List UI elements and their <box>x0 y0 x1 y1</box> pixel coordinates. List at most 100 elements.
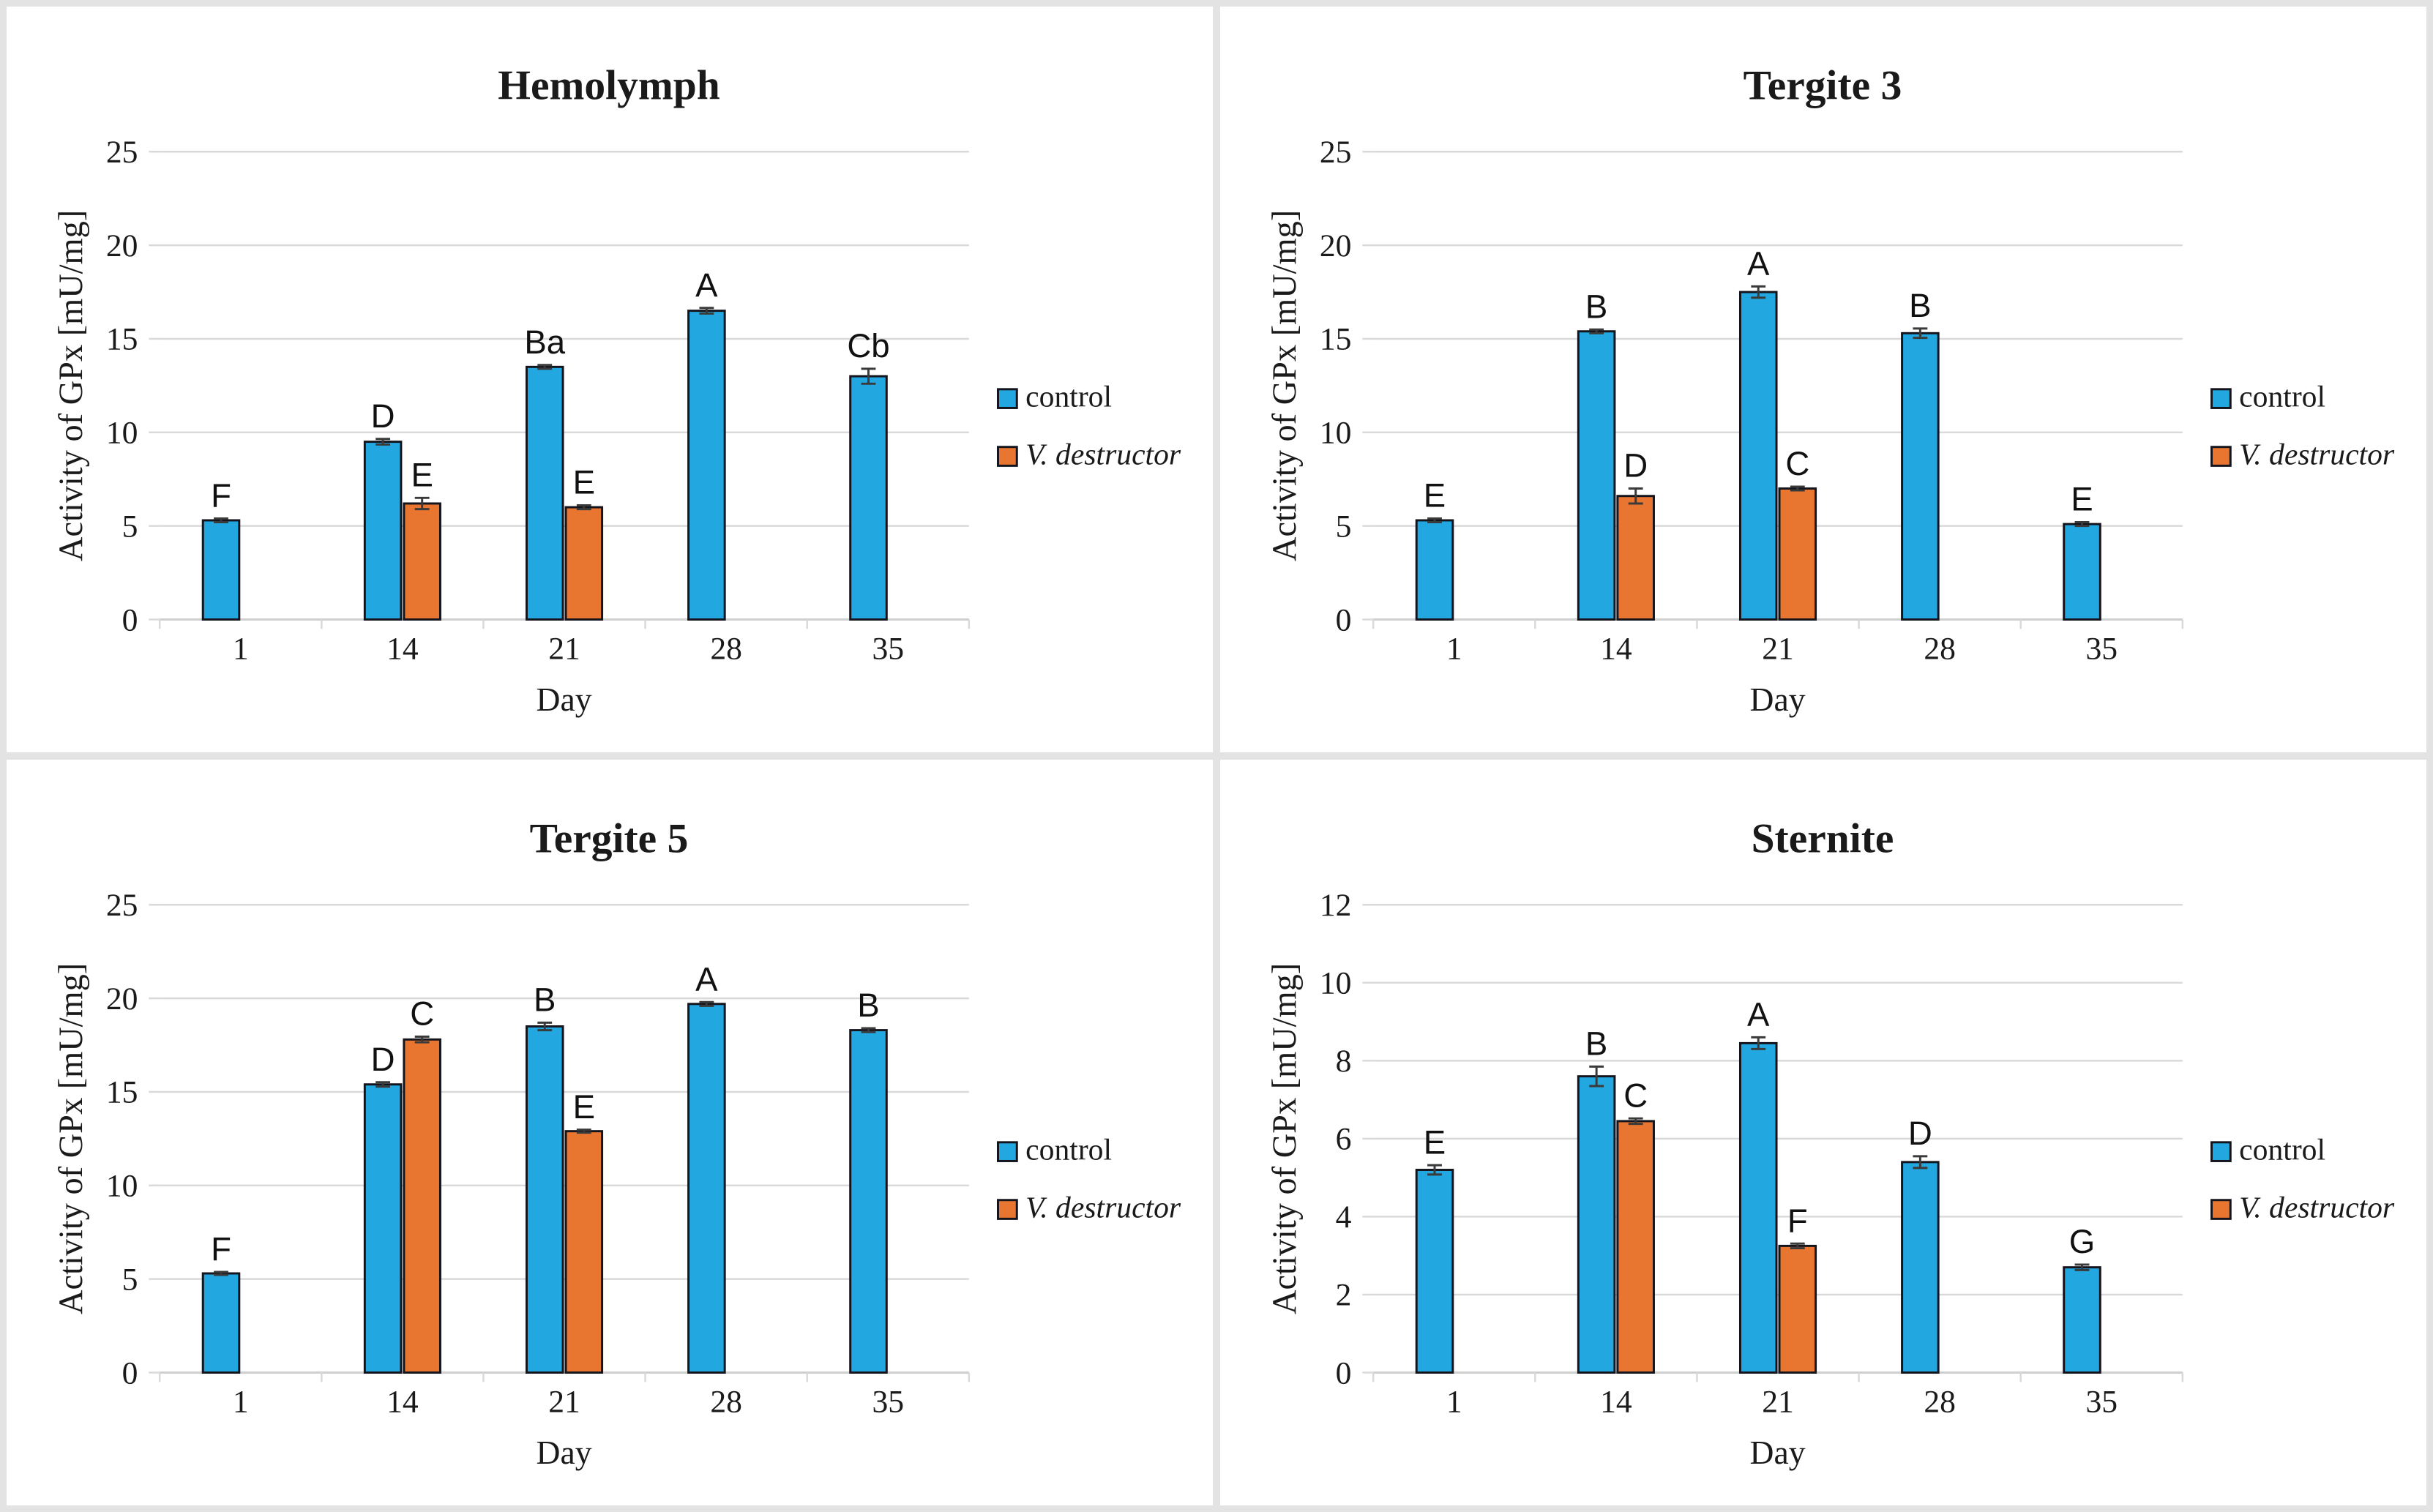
legend-swatch-v-destructor <box>997 1199 1018 1220</box>
bar-control-day-35 <box>2063 523 2101 621</box>
legend-label-v-destructor: V. destructor <box>2239 438 2395 471</box>
bar-v-destructor-day-14 <box>1616 495 1655 621</box>
significance-label: E <box>573 464 595 501</box>
y-tick-label: 0 <box>1336 602 1352 637</box>
bar-control-day-28 <box>1901 332 1940 621</box>
y-tick-label: 0 <box>1336 1355 1352 1391</box>
bar-control-day-14 <box>363 441 403 621</box>
bar-control-day-28 <box>1901 1161 1940 1374</box>
significance-label: G <box>2069 1223 2095 1260</box>
bar-control-day-28 <box>687 1003 726 1374</box>
x-tick-label: 14 <box>1600 632 1632 667</box>
x-tick-label: 35 <box>872 1385 904 1420</box>
y-axis-title: Activity of GPx [mU/mg] <box>53 963 90 1314</box>
legend: control V. destructor <box>2210 380 2395 471</box>
x-tick-label: 21 <box>548 632 580 667</box>
bar-control-day-1 <box>1415 1169 1454 1374</box>
x-tick-label: 35 <box>2085 1385 2118 1420</box>
significance-label: C <box>410 995 434 1033</box>
bar-control-day-1 <box>201 519 241 621</box>
panel-tergite-5: 0 5 10 15 20 25 F D B A B C E 1 14 21 28 35 Tergite 5 Act… <box>7 760 1213 1505</box>
y-tick-label: 15 <box>106 1075 138 1110</box>
chart-tergite-3: 0 5 10 15 20 25 E B A B E D C 1 14 21 28 35 Tergite 3 Act… <box>1266 62 2395 718</box>
bar-v-destructor-day-14 <box>403 1038 441 1374</box>
chart-title: Tergite 5 <box>530 815 689 861</box>
y-axis-title: Activity of GPx [mU/mg] <box>1266 963 1304 1314</box>
legend-swatch-control <box>997 388 1018 409</box>
y-tick-label: 5 <box>122 1262 138 1298</box>
chart-title: Hemolymph <box>498 62 720 108</box>
x-axis-title: Day <box>1750 681 1806 718</box>
y-tick-label: 5 <box>1336 509 1352 544</box>
significance-label: E <box>573 1088 595 1126</box>
legend: control V. destructor <box>2210 1133 2395 1224</box>
x-tick-label: 1 <box>1446 632 1462 667</box>
bar-v-destructor-day-21 <box>564 506 604 621</box>
panel-sternite: 0 2 4 6 8 10 12 E B A D G C F 1 14 21 28 35 Sternite Activ… <box>1220 760 2426 1505</box>
legend-swatch-control <box>997 1141 1018 1162</box>
x-tick-label: 28 <box>710 632 742 667</box>
y-tick-label: 10 <box>1320 416 1352 451</box>
significance-label: A <box>695 961 718 998</box>
bar-control-day-28 <box>687 310 726 621</box>
legend-swatch-v-destructor <box>2210 1199 2232 1220</box>
bar-control-day-1 <box>201 1272 241 1374</box>
significance-label: D <box>1623 447 1648 484</box>
x-tick-label: 21 <box>548 1385 580 1420</box>
x-axis-title: Day <box>537 1434 592 1471</box>
significance-label: F <box>1787 1202 1808 1239</box>
x-tick-label: 28 <box>1924 632 1956 667</box>
legend-label-control: control <box>1025 1133 1112 1167</box>
bar-control-day-21 <box>1738 291 1778 621</box>
legend-label-control: control <box>2239 380 2325 413</box>
significance-label: B <box>1909 287 1931 324</box>
y-tick-label: 10 <box>106 1169 138 1204</box>
x-tick-label: 1 <box>233 1385 249 1420</box>
y-tick-label: 25 <box>1320 135 1352 170</box>
y-tick-label: 12 <box>1320 888 1352 923</box>
bar-control-day-21 <box>1738 1041 1778 1374</box>
x-tick-label: 21 <box>1762 632 1794 667</box>
x-tick-label: 28 <box>710 1385 742 1420</box>
chart-sternite: 0 2 4 6 8 10 12 E B A D G C F 1 14 21 28 35 Sternite Activ… <box>1266 815 2395 1471</box>
y-axis-title: Activity of GPx [mU/mg] <box>1266 210 1304 561</box>
legend-swatch-v-destructor <box>2210 446 2232 467</box>
x-tick-label: 21 <box>1762 1385 1794 1420</box>
significance-label: B <box>534 981 556 1019</box>
chart-tergite-5: 0 5 10 15 20 25 F D B A B C E 1 14 21 28 35 Tergite 5 Act… <box>53 815 1181 1471</box>
significance-label: A <box>695 266 718 304</box>
y-tick-label: 25 <box>106 135 138 170</box>
significance-label: A <box>1747 996 1770 1033</box>
significance-label: E <box>2071 481 2093 518</box>
significance-label: E <box>1424 477 1446 514</box>
significance-label: C <box>1623 1077 1648 1115</box>
bar-v-destructor-day-21 <box>1778 487 1817 621</box>
y-tick-label: 20 <box>1320 228 1352 263</box>
x-tick-label: 28 <box>1924 1385 1956 1420</box>
bar-control-day-14 <box>1577 1075 1616 1374</box>
legend: control V. destructor <box>997 380 1181 471</box>
x-tick-label: 14 <box>1600 1385 1632 1420</box>
y-tick-label: 8 <box>1336 1044 1352 1079</box>
legend-label-control: control <box>2239 1133 2325 1167</box>
y-tick-label: 20 <box>106 981 138 1017</box>
bar-control-day-35 <box>2063 1266 2101 1374</box>
y-tick-label: 4 <box>1336 1200 1352 1235</box>
chart-title: Sternite <box>1752 815 1894 861</box>
x-tick-label: 1 <box>233 632 249 667</box>
legend-label-v-destructor: V. destructor <box>1025 438 1181 471</box>
legend-swatch-control <box>2210 1141 2232 1162</box>
significance-label: E <box>411 457 433 494</box>
y-tick-label: 10 <box>106 416 138 451</box>
significance-label: D <box>371 397 395 435</box>
bar-v-destructor-day-21 <box>1778 1244 1817 1374</box>
bar-control-day-21 <box>525 365 564 621</box>
chart-title: Tergite 3 <box>1744 62 1902 108</box>
bar-control-day-35 <box>849 1029 888 1374</box>
x-axis-title: Day <box>1750 1434 1806 1471</box>
y-tick-label: 0 <box>122 602 138 637</box>
significance-label: Cb <box>847 327 889 364</box>
chart-hemolymph: 0 5 10 15 20 25 F D Ba A Cb E E 1 14 21 28 35 Hemolymph A… <box>53 62 1181 717</box>
y-axis-title: Activity of GPx [mU/mg] <box>53 210 90 561</box>
